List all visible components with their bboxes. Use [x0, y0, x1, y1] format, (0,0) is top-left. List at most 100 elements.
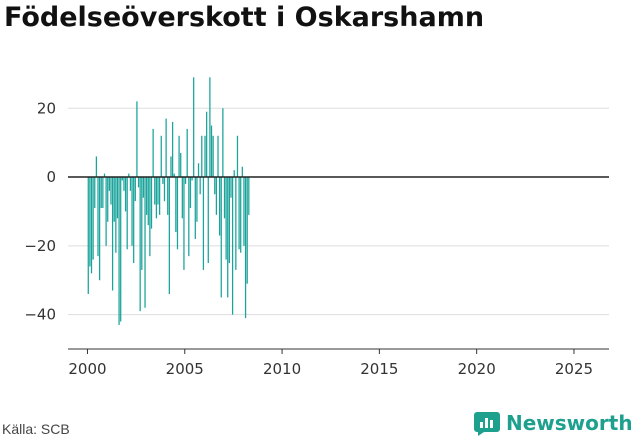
bar	[105, 177, 107, 246]
bar	[89, 177, 91, 267]
chart-title: Födelseöverskott i Oskarshamn	[4, 2, 485, 33]
bar	[223, 177, 226, 219]
bar	[170, 156, 172, 178]
bar	[134, 177, 136, 202]
bar	[183, 177, 185, 270]
bar	[209, 77, 211, 178]
bar	[137, 177, 140, 188]
bar	[236, 135, 239, 178]
bar	[97, 177, 99, 257]
newsworthy-logo-icon	[474, 412, 500, 436]
bar	[217, 135, 219, 178]
y-axis-labels: −40 −20 0 20	[24, 99, 56, 323]
bar	[157, 177, 159, 205]
bar	[158, 177, 161, 215]
x-axis: 2000 2005 2010 2015 2020 2025	[68, 348, 609, 378]
bar	[152, 128, 154, 178]
bar	[248, 177, 250, 215]
bar	[103, 173, 106, 178]
bar	[231, 177, 234, 315]
bar	[98, 177, 101, 281]
bar	[162, 177, 164, 184]
bar	[147, 177, 149, 226]
bar	[199, 177, 201, 195]
bar	[212, 135, 214, 178]
bar	[222, 108, 224, 178]
brand-name: Newsworthy	[506, 411, 631, 435]
bar	[228, 177, 230, 264]
bar	[197, 163, 200, 178]
bar	[241, 166, 243, 178]
bar	[196, 177, 198, 222]
bar	[107, 177, 109, 222]
bar	[124, 177, 127, 212]
bar	[100, 177, 102, 208]
bar	[128, 173, 130, 178]
x-tick-label: 2015	[360, 360, 398, 378]
bar	[189, 177, 192, 208]
x-tick-label: 2000	[68, 360, 106, 378]
bar	[118, 177, 120, 325]
y-tick-label: −20	[24, 237, 56, 255]
bar	[150, 177, 153, 229]
bar	[120, 177, 122, 322]
brand-logo-block[interactable]: Newsworthy	[474, 408, 631, 438]
bar	[225, 177, 227, 260]
bar	[201, 135, 203, 178]
bar	[94, 177, 96, 208]
bar	[87, 177, 89, 294]
bar	[188, 177, 190, 257]
bar	[108, 177, 110, 191]
bar	[110, 177, 112, 205]
bar	[133, 177, 135, 264]
bar	[115, 177, 117, 253]
bar	[173, 173, 175, 178]
bar	[155, 177, 158, 219]
bar	[165, 118, 167, 178]
bar	[191, 177, 193, 181]
bar	[206, 111, 208, 178]
bar	[111, 177, 114, 291]
y-tick-label: 20	[37, 99, 56, 117]
bar	[230, 177, 232, 198]
bar	[219, 177, 221, 236]
bars	[87, 77, 250, 325]
bar	[210, 125, 213, 178]
bar	[136, 101, 138, 178]
bar	[175, 177, 177, 233]
bar	[178, 135, 180, 178]
bar	[207, 177, 209, 264]
bar	[129, 177, 132, 191]
gridlines	[68, 107, 609, 316]
bar	[167, 177, 169, 215]
x-tick-label: 2005	[166, 360, 204, 378]
bar	[227, 177, 229, 298]
bar	[181, 177, 183, 219]
bar	[240, 177, 242, 253]
bar	[186, 128, 188, 178]
bar	[233, 170, 235, 178]
bar	[163, 177, 166, 202]
bar	[126, 177, 128, 250]
bar	[142, 177, 145, 198]
bar	[113, 177, 115, 222]
source-label: Källa: SCB	[2, 421, 70, 437]
x-tick-label: 2020	[458, 360, 496, 378]
bar	[123, 177, 125, 191]
bar	[160, 135, 162, 178]
bar	[215, 177, 218, 215]
bar	[131, 177, 133, 246]
y-tick-label: 0	[46, 168, 56, 186]
bar	[193, 77, 195, 178]
bar	[180, 152, 182, 178]
bar	[220, 177, 222, 298]
bar	[116, 177, 119, 219]
y-tick-label: −40	[24, 306, 56, 324]
bar	[168, 177, 170, 294]
bar	[154, 177, 156, 205]
bar	[95, 156, 98, 178]
bar	[176, 177, 179, 250]
x-tick-label: 2010	[263, 360, 301, 378]
bar	[121, 177, 123, 181]
